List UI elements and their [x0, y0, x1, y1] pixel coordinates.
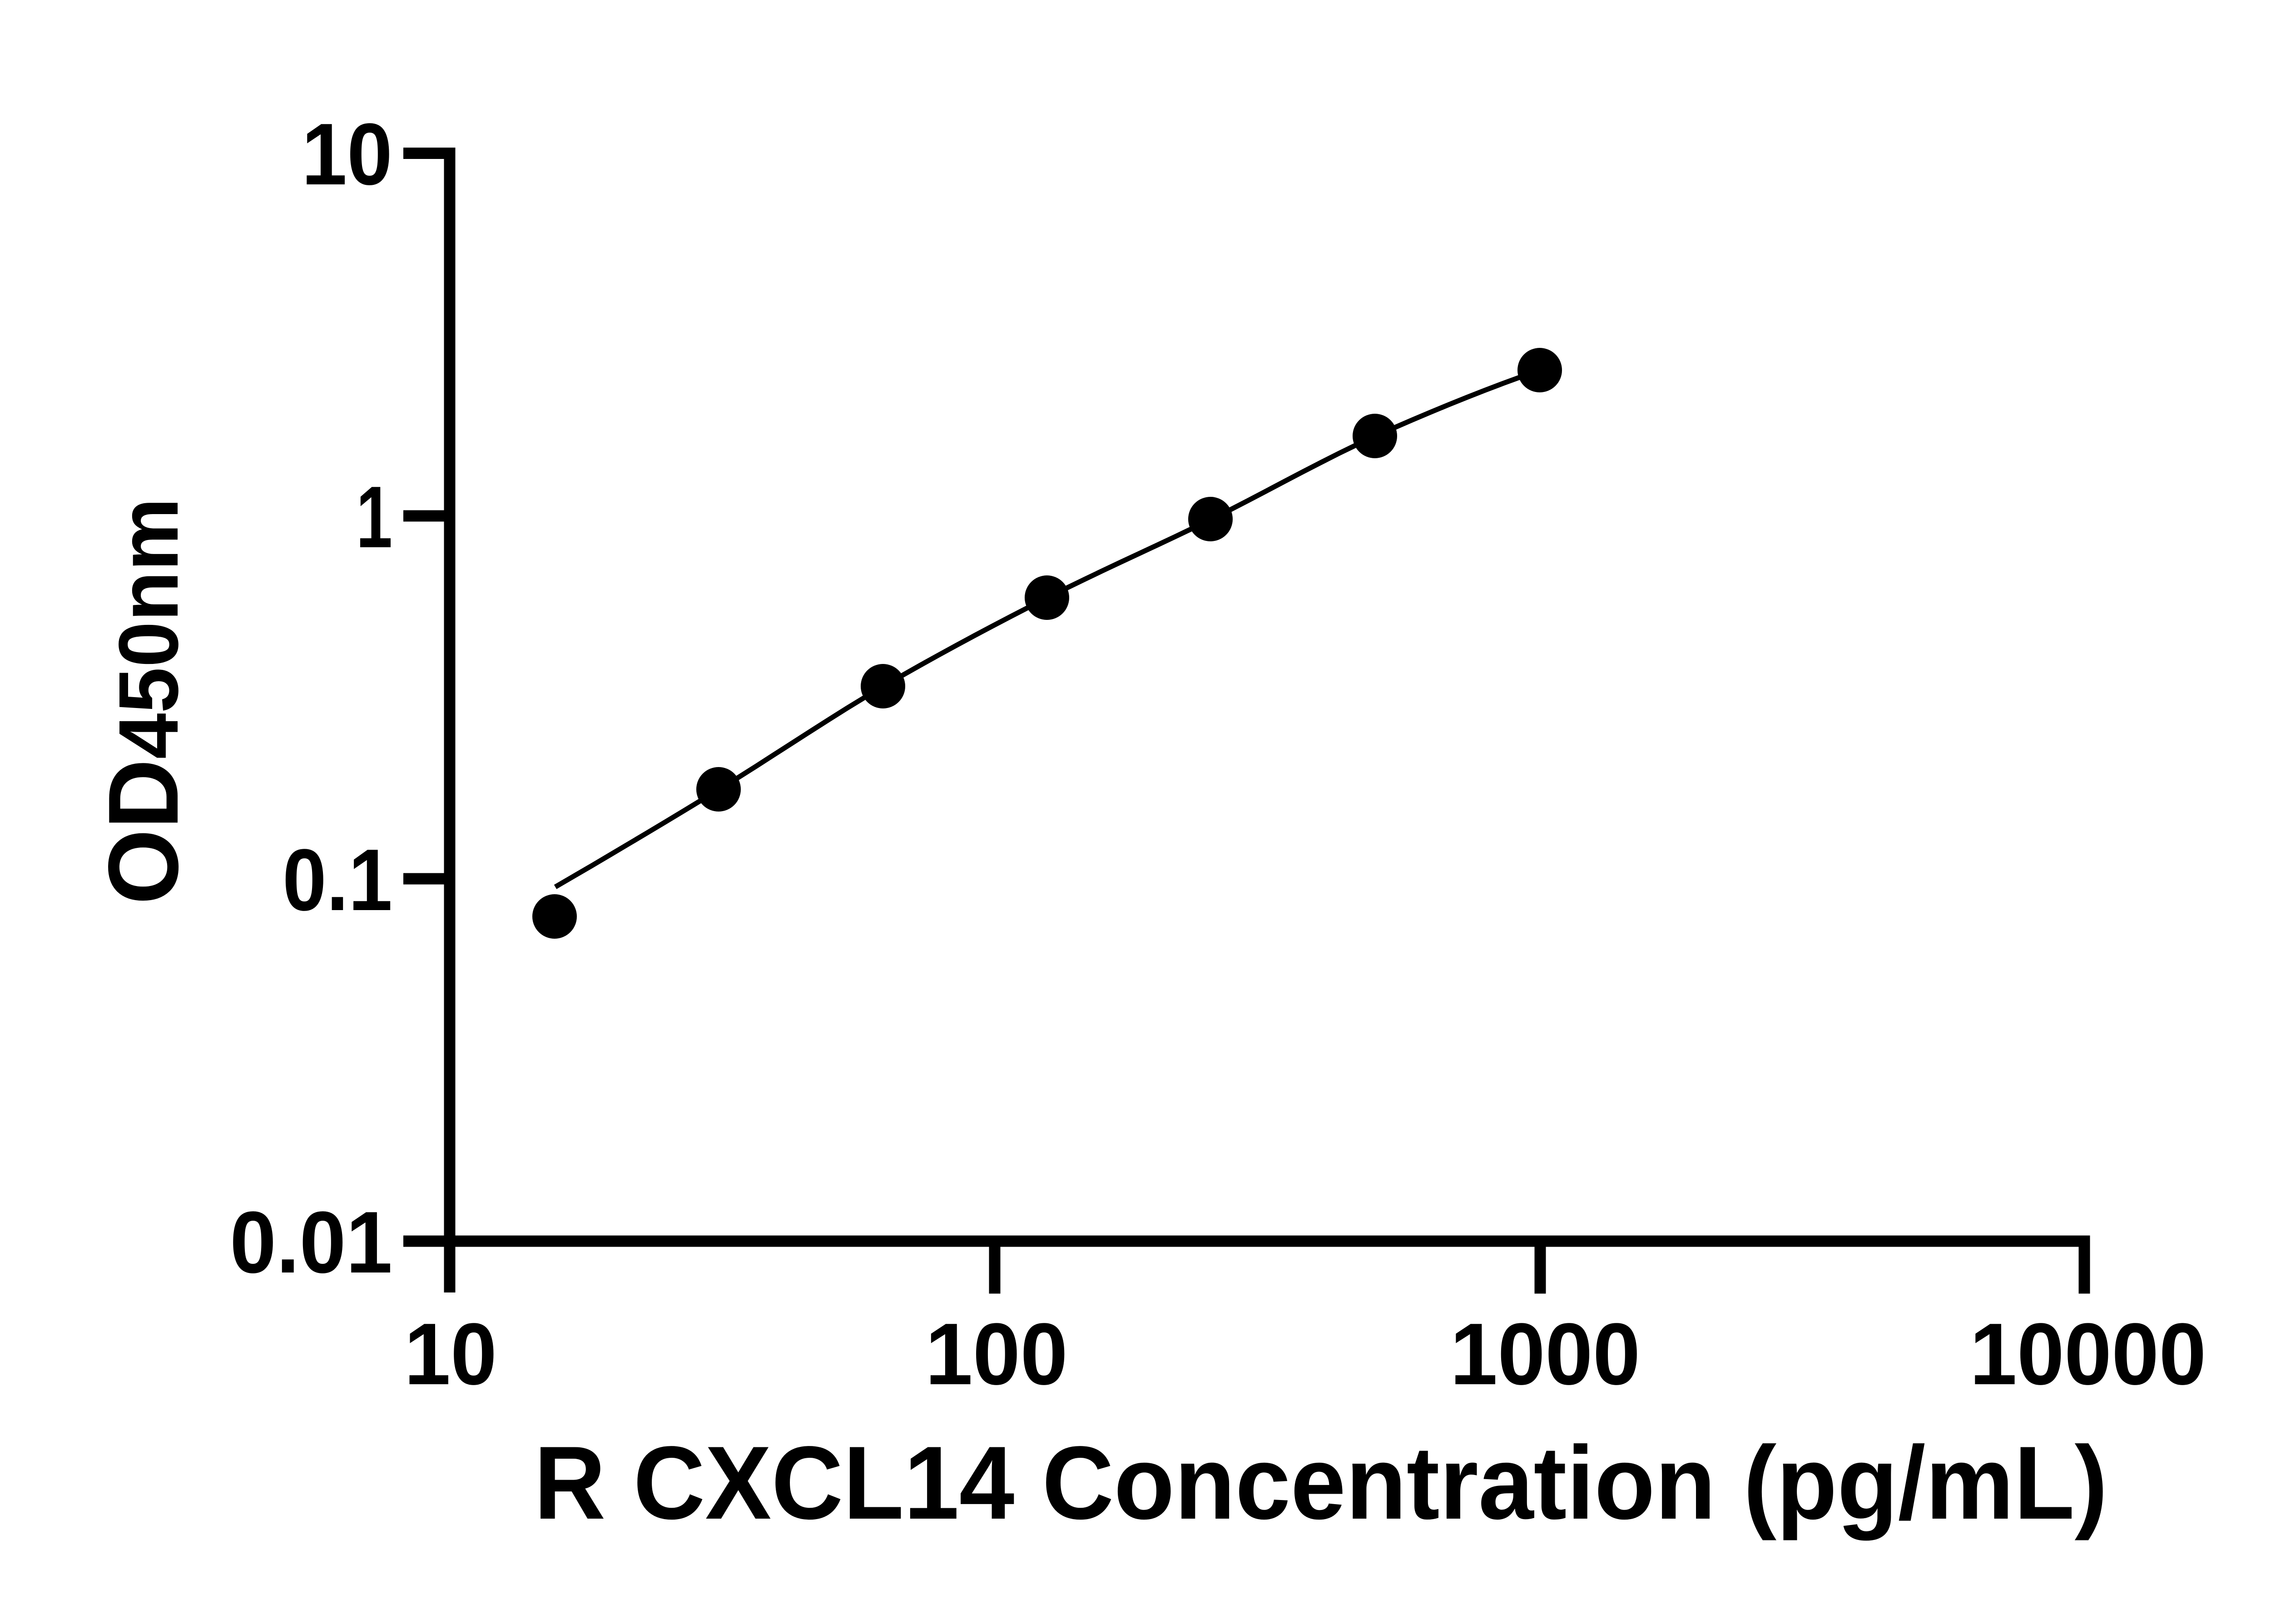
svg-text:0.01: 0.01 — [230, 1193, 392, 1291]
svg-text:0.1: 0.1 — [283, 831, 392, 929]
svg-text:10: 10 — [404, 1305, 497, 1403]
svg-text:10: 10 — [302, 105, 392, 203]
svg-text:OD450nm: OD450nm — [88, 498, 199, 905]
svg-text:100: 100 — [925, 1305, 1068, 1403]
svg-text:1000: 1000 — [1450, 1305, 1641, 1403]
svg-text:10000: 10000 — [1970, 1305, 2207, 1403]
svg-text:1: 1 — [356, 468, 392, 566]
svg-text:R CXCL14 Concentration (pg/mL): R CXCL14 Concentration (pg/mL) — [534, 1425, 2108, 1541]
